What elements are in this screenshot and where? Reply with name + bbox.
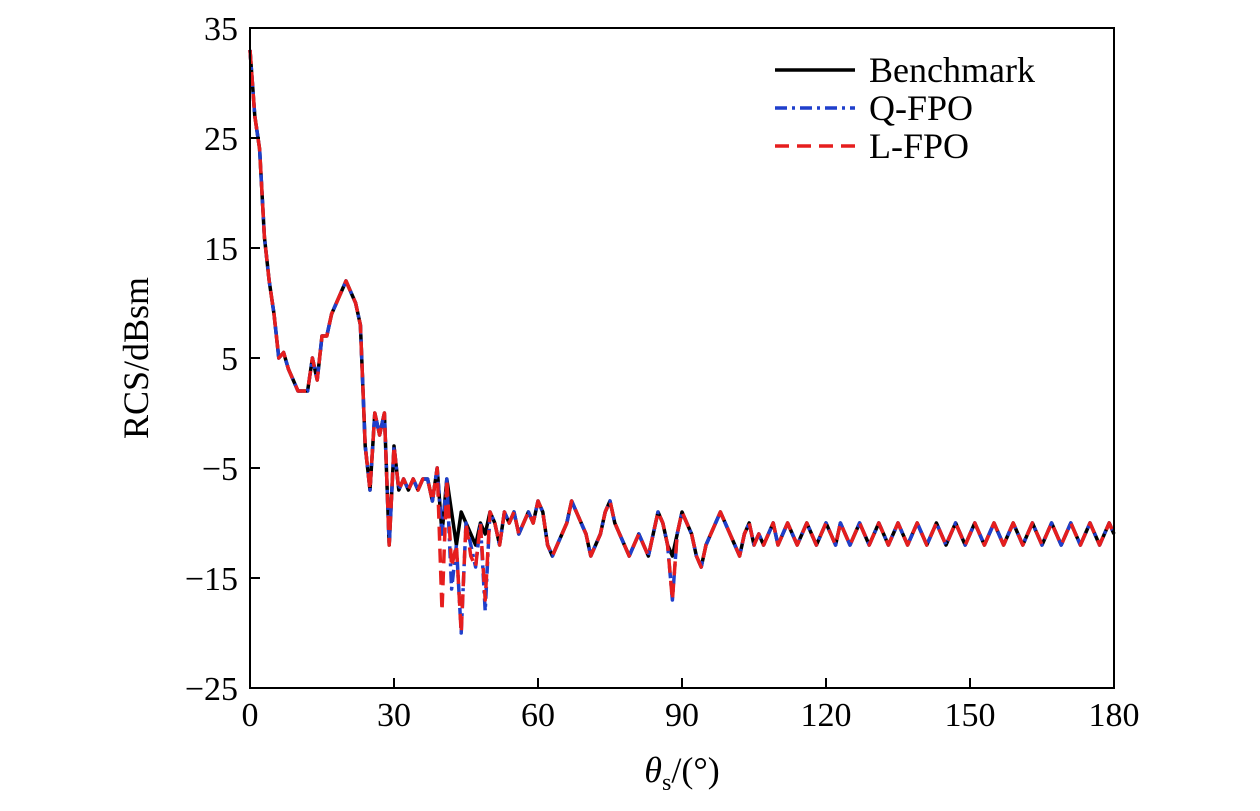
legend-label: L-FPO	[869, 126, 969, 166]
y-tick-label: 5	[221, 341, 238, 378]
series-line-l-fpo	[248, 49, 1116, 635]
plot-frame	[249, 27, 1115, 689]
x-axis-title: θs/(°)	[644, 750, 719, 796]
x-tick-label: 30	[377, 697, 411, 734]
x-tick-labels: 0 30 60 90 120 150 180	[242, 697, 1140, 734]
x-tick-label: 180	[1089, 697, 1140, 734]
x-axis-subscript: s	[662, 770, 671, 796]
x-axis-unit: /(°)	[671, 750, 719, 790]
x-axis-symbol: θ	[644, 750, 662, 790]
x-tick-label: 150	[945, 697, 996, 734]
y-axis-title: RCS/dBsm	[116, 277, 156, 439]
y-tick-label: 15	[204, 231, 238, 268]
y-tick-label: −5	[202, 451, 238, 488]
y-tick-labels: 35 25 15 5 −5 −15 −25	[185, 11, 238, 708]
x-tick-label: 60	[521, 697, 555, 734]
y-tick-label: −25	[185, 671, 238, 708]
plot-area	[248, 49, 1116, 635]
legend-label: Benchmark	[869, 50, 1035, 90]
series-line-benchmark	[248, 49, 1116, 569]
x-tick-label: 120	[801, 697, 852, 734]
y-tick-label: 25	[204, 121, 238, 158]
x-tick-label: 90	[665, 697, 699, 734]
legend-label: Q-FPO	[869, 88, 973, 128]
y-tick-label: −15	[185, 561, 238, 598]
axis-ticks	[249, 27, 1115, 689]
y-tick-label: 35	[204, 11, 238, 48]
x-tick-label: 0	[242, 697, 259, 734]
